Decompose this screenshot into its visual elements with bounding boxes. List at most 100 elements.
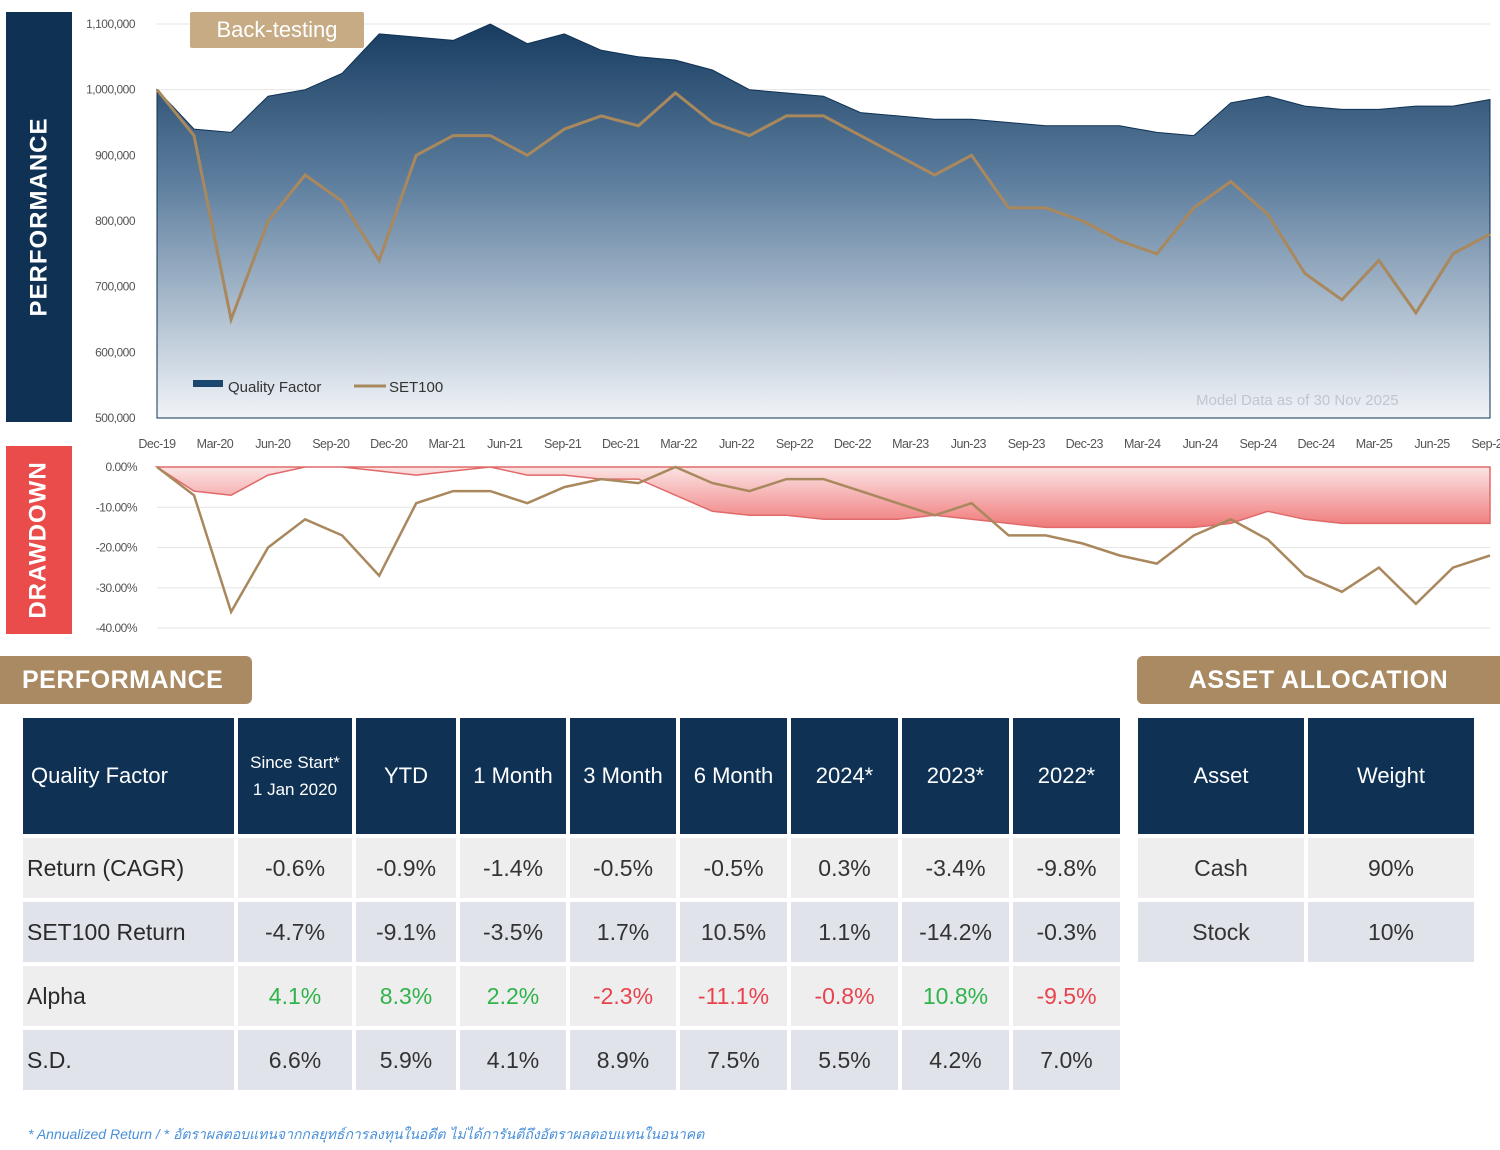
table-row-alpha: Alpha 4.1% 8.3% 2.2% -2.3% -11.1% -0.8% …	[23, 966, 1120, 1026]
x-tick-label: Jun-20	[255, 437, 291, 451]
table-cell: -14.2%	[902, 902, 1009, 962]
header-ytd: YTD	[356, 718, 456, 834]
allocation-weight-stock: 10%	[1308, 902, 1474, 962]
allocation-asset-stock: Stock	[1138, 902, 1304, 962]
header-since-start-label: Since Start*	[250, 753, 340, 772]
x-tick-label: Jun-21	[487, 437, 523, 451]
y-tick-label: 900,000	[95, 148, 136, 162]
x-tick-label: Sep-20	[312, 437, 350, 451]
table-cell: 10.5%	[680, 902, 787, 962]
drawdown-chart: 0.00% -10.00% -20.00% -30.00% -40.00%	[96, 460, 1491, 635]
x-tick-label: Sep-23	[1008, 437, 1046, 451]
table-cell: 6.6%	[238, 1030, 352, 1090]
quality-factor-area	[156, 23, 1491, 419]
quality-factor-drawdown-area	[154, 466, 1491, 529]
table-cell: 4.2%	[902, 1030, 1009, 1090]
table-cell: -3.5%	[460, 902, 566, 962]
x-tick-label: Jun-25	[1414, 437, 1450, 451]
header-quality-factor: Quality Factor	[23, 718, 234, 834]
y-tick-label: 1,000,000	[86, 83, 136, 97]
x-tick-label: Jun-24	[1183, 437, 1219, 451]
header-2023: 2023*	[902, 718, 1009, 834]
x-tick-label: Dec-23	[1066, 437, 1104, 451]
x-tick-label: Sep-22	[776, 437, 814, 451]
row-label-return-cagr: Return (CAGR)	[23, 838, 234, 898]
x-tick-label: Sep-25	[1471, 437, 1500, 451]
performance-side-label: PERFORMANCE	[6, 12, 72, 422]
y-tick-label: 500,000	[95, 411, 136, 425]
x-tick-label: Mar-21	[428, 437, 465, 451]
table-cell: 7.0%	[1013, 1030, 1120, 1090]
allocation-row-stock: Stock 10%	[1138, 902, 1474, 962]
drawdown-side-label: DRAWDOWN	[6, 446, 72, 634]
model-data-watermark: Model Data as of 30 Nov 2025	[1196, 392, 1399, 409]
asset-allocation-table: Asset Weight Cash 90% Stock 10%	[1134, 714, 1478, 966]
y-tick-label: 700,000	[95, 280, 136, 294]
table-cell: -0.6%	[238, 838, 352, 898]
table-cell: -0.9%	[356, 838, 456, 898]
header-1-month: 1 Month	[460, 718, 566, 834]
table-cell: -4.7%	[238, 902, 352, 962]
table-cell: 8.9%	[570, 1030, 676, 1090]
x-tick-label: Mar-24	[1124, 437, 1161, 451]
table-row-set100-return: SET100 Return -4.7% -9.1% -3.5% 1.7% 10.…	[23, 902, 1120, 962]
table-cell: -11.1%	[680, 966, 787, 1026]
header-since-start: Since Start* 1 Jan 2020	[238, 718, 352, 834]
x-tick-label: Mar-23	[892, 437, 929, 451]
asset-allocation-title: ASSET ALLOCATION	[1137, 656, 1500, 704]
legend-label-set100: SET100	[389, 379, 443, 396]
header-asset: Asset	[1138, 718, 1304, 834]
table-cell: -1.4%	[460, 838, 566, 898]
table-row-return-cagr: Return (CAGR) -0.6% -0.9% -1.4% -0.5% -0…	[23, 838, 1120, 898]
legend-swatch-quality-factor	[193, 380, 223, 387]
table-cell: 5.9%	[356, 1030, 456, 1090]
x-tick-label: Mar-20	[197, 437, 234, 451]
y-tick-label: 800,000	[95, 214, 136, 228]
table-cell: -0.8%	[791, 966, 898, 1026]
x-tick-label: Dec-20	[370, 437, 408, 451]
allocation-asset-cash: Cash	[1138, 838, 1304, 898]
footnote: * Annualized Return / * อัตราผลตอบแทนจาก…	[28, 1126, 705, 1142]
x-tick-label: Sep-21	[544, 437, 582, 451]
allocation-weight-cash: 90%	[1308, 838, 1474, 898]
table-cell: 7.5%	[680, 1030, 787, 1090]
table-cell: -9.5%	[1013, 966, 1120, 1026]
row-label-set100-return: SET100 Return	[23, 902, 234, 962]
table-cell: 8.3%	[356, 966, 456, 1026]
y-tick-label: 0.00%	[105, 460, 137, 474]
table-cell: 0.3%	[791, 838, 898, 898]
y-tick-label: -20.00%	[96, 541, 138, 555]
y-tick-label: -10.00%	[96, 500, 138, 514]
header-6-month: 6 Month	[680, 718, 787, 834]
x-tick-label: Dec-19	[138, 437, 176, 451]
row-label-sd: S.D.	[23, 1030, 234, 1090]
table-cell: 10.8%	[902, 966, 1009, 1026]
x-tick-label: Jun-22	[719, 437, 755, 451]
x-tick-label: Dec-24	[1297, 437, 1335, 451]
row-label-alpha: Alpha	[23, 966, 234, 1026]
chart-legend: Quality Factor SET100	[193, 379, 443, 396]
table-cell: -3.4%	[902, 838, 1009, 898]
table-cell: 5.5%	[791, 1030, 898, 1090]
performance-table: Quality Factor Since Start* 1 Jan 2020 Y…	[19, 714, 1124, 1094]
x-tick-label: Dec-21	[602, 437, 640, 451]
legend-label-quality-factor: Quality Factor	[228, 379, 321, 396]
header-3-month: 3 Month	[570, 718, 676, 834]
header-weight: Weight	[1308, 718, 1474, 834]
table-cell: 1.7%	[570, 902, 676, 962]
x-tick-label: Dec-22	[834, 437, 872, 451]
x-tick-label: Sep-24	[1240, 437, 1278, 451]
table-cell: 2.2%	[460, 966, 566, 1026]
y-tick-label: 600,000	[95, 345, 136, 359]
table-cell: -9.1%	[356, 902, 456, 962]
table-cell: 4.1%	[238, 966, 352, 1026]
performance-section-title: PERFORMANCE	[0, 656, 252, 704]
header-2024: 2024*	[791, 718, 898, 834]
set100-line	[155, 88, 1491, 325]
table-cell: -0.3%	[1013, 902, 1120, 962]
performance-header-row: Quality Factor Since Start* 1 Jan 2020 Y…	[23, 718, 1120, 834]
table-cell: -2.3%	[570, 966, 676, 1026]
performance-chart: 1,100,000 1,000,000 900,000 800,000 700,000 6…	[86, 17, 1500, 451]
x-tick-label: Jun-23	[951, 437, 987, 451]
header-2022: 2022*	[1013, 718, 1120, 834]
